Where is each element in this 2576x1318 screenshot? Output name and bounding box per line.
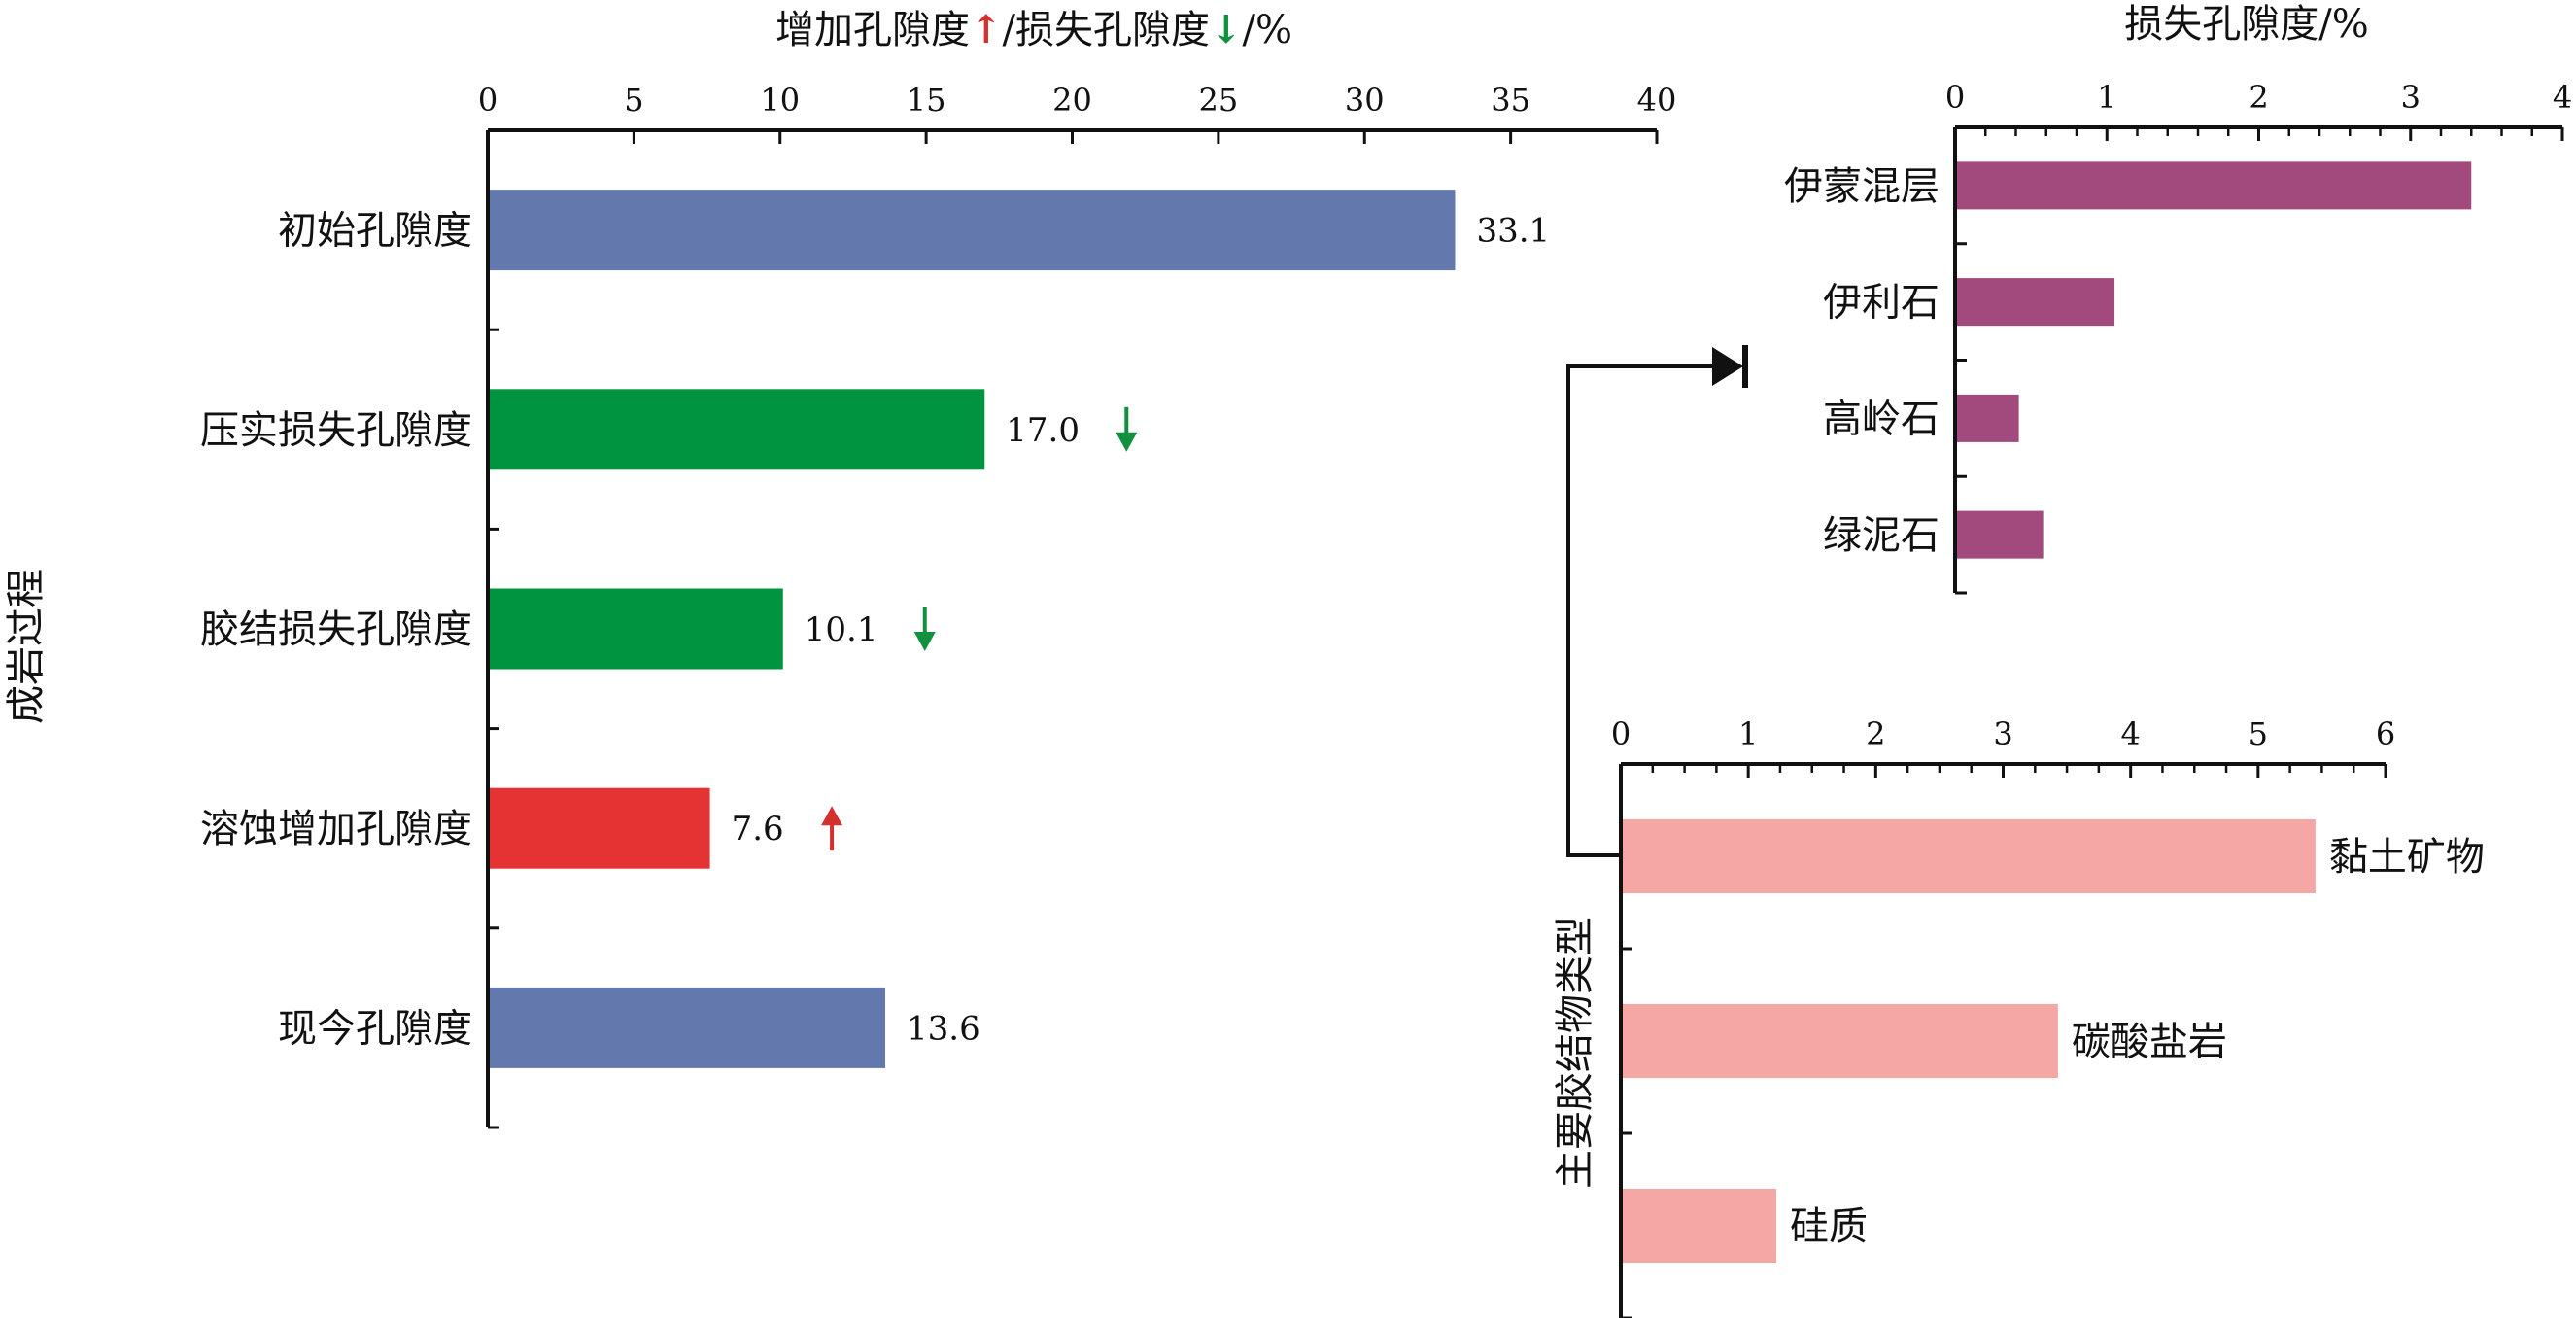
bar	[490, 787, 710, 869]
connector-line	[1566, 364, 1718, 857]
category-label: 高岭石	[1823, 397, 1940, 441]
x-tick-label: 30	[1345, 82, 1385, 119]
x-tick-label: 3	[2401, 79, 2421, 116]
bar	[1623, 1004, 2058, 1078]
x-axis-title: 增加孔隙度↑/损失孔隙度↓/%	[775, 7, 1292, 52]
x-axis-title-part: /%	[1243, 8, 1292, 52]
data-label: 7.6	[732, 810, 784, 849]
x-tick-label: 15	[907, 82, 946, 119]
category-label: 胶结损失孔隙度	[200, 607, 472, 652]
bar	[1957, 278, 2115, 327]
category-label: 溶蚀增加孔隙度	[200, 807, 472, 851]
down-arrow-icon: ↓	[1210, 7, 1243, 52]
connector-arrowhead	[1712, 347, 1743, 386]
up-arrow-marker-head	[821, 806, 843, 826]
x-tick-label: 25	[1199, 82, 1239, 119]
x-tick-label: 3	[1993, 715, 2012, 752]
bar	[1623, 1189, 1777, 1263]
up-arrow-marker	[821, 806, 843, 851]
bar	[490, 987, 886, 1068]
porosity-evolution-chart: 0 5 10 15 20 25 30 35 40 初始孔隙度 33.1 压实损失孔隙度 17.0 胶结损失…	[4, 7, 1677, 1129]
down-arrow-marker	[1116, 406, 1138, 452]
x-tick-label: 1	[1738, 715, 1758, 752]
x-tick-label: 5	[2249, 715, 2268, 752]
category-label: 黏土矿物	[2329, 835, 2485, 880]
down-arrow-marker	[913, 607, 936, 651]
x-tick-label: 2	[2249, 79, 2268, 116]
category-label: 伊蒙混层	[1784, 164, 1940, 209]
category-label: 伊利石	[1823, 281, 1940, 326]
x-tick-label: 4	[2553, 79, 2572, 116]
bar	[490, 389, 985, 470]
x-tick-label: 0	[1945, 79, 1965, 116]
data-label: 17.0	[1006, 411, 1080, 450]
x-tick-label: 1	[2097, 79, 2116, 116]
y-axis-title: 成岩过程	[4, 569, 49, 724]
down-arrow-marker-head	[913, 632, 936, 651]
x-tick-label: 0	[1611, 715, 1631, 752]
category-label: 碳酸盐岩	[2072, 1020, 2227, 1064]
x-tick-label: 6	[2376, 715, 2395, 752]
x-tick-label: 10	[760, 82, 800, 119]
x-tick-label: 2	[1866, 715, 1885, 752]
bar	[1623, 819, 2316, 893]
bar	[1957, 394, 2019, 442]
category-label: 现今孔隙度	[278, 1006, 472, 1051]
down-arrow-marker-head	[1116, 432, 1138, 452]
x-axis-title: 损失孔隙度/%	[2124, 2, 2368, 47]
connector-arrow	[1566, 345, 1748, 857]
y-axis-title: 主要胶结物类型	[1553, 917, 1597, 1189]
x-tick-label: 20	[1052, 82, 1092, 119]
up-arrow-icon: ↑	[970, 7, 1003, 52]
x-tick-label: 35	[1491, 82, 1530, 119]
x-axis-title-part: /损失孔隙度	[1003, 8, 1210, 52]
x-axis-title-part: 增加孔隙度	[775, 8, 970, 52]
bar	[1957, 161, 2472, 210]
x-tick-label: 40	[1637, 82, 1677, 119]
category-label: 硅质	[1790, 1204, 1868, 1249]
x-tick-label: 4	[2120, 715, 2140, 752]
bar	[490, 190, 1456, 271]
category-label: 绿泥石	[1823, 513, 1940, 558]
x-tick-label: 5	[624, 82, 643, 119]
data-label: 33.1	[1476, 212, 1550, 251]
x-tick-label: 0	[478, 82, 498, 119]
category-label: 初始孔隙度	[278, 209, 472, 254]
bar	[1957, 510, 2044, 559]
category-label: 压实损失孔隙度	[200, 408, 472, 453]
data-label: 10.1	[805, 610, 878, 649]
bar	[490, 588, 783, 670]
data-label: 13.6	[907, 1009, 980, 1048]
